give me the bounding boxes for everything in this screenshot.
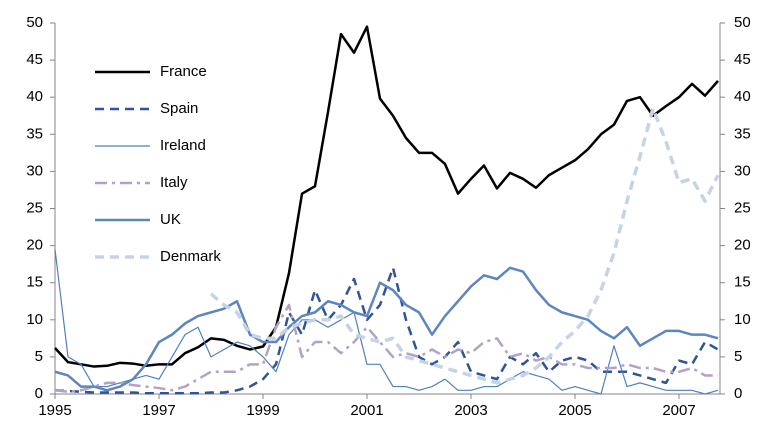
y2-tick-label: 25 xyxy=(734,199,751,216)
y-tick-label: 0 xyxy=(35,385,43,402)
legend-label: Italy xyxy=(160,174,188,191)
x-tick-label: 1997 xyxy=(142,402,175,419)
legend-label: Denmark xyxy=(160,248,221,265)
y-tick-label: 30 xyxy=(26,162,43,179)
y2-tick-label: 30 xyxy=(734,162,751,179)
y-tick-label: 15 xyxy=(26,274,43,291)
x-tick-label: 2007 xyxy=(662,402,695,419)
y-tick-label: 5 xyxy=(35,348,43,365)
x-tick-label: 2005 xyxy=(558,402,591,419)
series-line xyxy=(54,249,719,395)
y-tick-label: 40 xyxy=(26,88,43,105)
y2-tick-label: 0 xyxy=(734,385,742,402)
y2-tick-label: 50 xyxy=(734,14,751,31)
legend-label: Ireland xyxy=(160,137,206,154)
y-tick-label: 20 xyxy=(26,237,43,254)
legend-label: UK xyxy=(160,211,181,228)
series-line xyxy=(54,25,719,368)
y2-tick-label: 10 xyxy=(734,311,751,328)
y-tick-label: 45 xyxy=(26,51,43,68)
y-tick-label: 10 xyxy=(26,311,43,328)
legend-label: Spain xyxy=(160,100,198,117)
y2-tick-label: 35 xyxy=(734,125,751,142)
y2-tick-label: 15 xyxy=(734,274,751,291)
y2-tick-label: 5 xyxy=(734,348,742,365)
y-tick-label: 35 xyxy=(26,125,43,142)
legend-label: France xyxy=(160,63,207,80)
x-tick-label: 1995 xyxy=(38,402,71,419)
y2-tick-label: 45 xyxy=(734,51,751,68)
y-tick-label: 25 xyxy=(26,199,43,216)
x-tick-label: 1999 xyxy=(246,402,279,419)
series-line xyxy=(54,303,718,394)
x-tick-label: 2001 xyxy=(350,402,383,419)
y2-tick-label: 40 xyxy=(734,88,751,105)
series-line xyxy=(54,266,719,392)
series-line xyxy=(209,106,720,385)
x-tick-label: 2003 xyxy=(454,402,487,419)
y2-tick-label: 20 xyxy=(734,237,751,254)
y-tick-label: 50 xyxy=(26,14,43,31)
